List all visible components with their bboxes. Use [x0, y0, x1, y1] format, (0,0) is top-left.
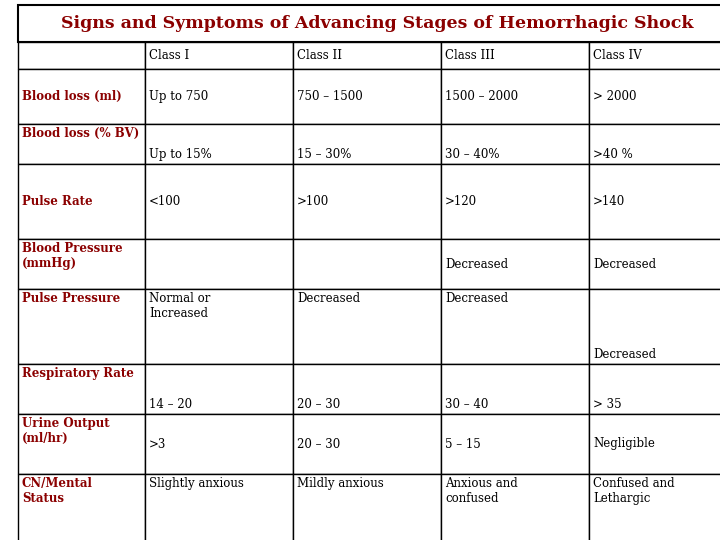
- Bar: [145, 42, 293, 69]
- Text: 15 – 30%: 15 – 30%: [297, 148, 351, 161]
- Text: > 35: > 35: [593, 398, 621, 411]
- Text: 750 – 1500: 750 – 1500: [297, 90, 363, 103]
- Text: 20 – 30: 20 – 30: [297, 437, 341, 450]
- Text: Slightly anxious: Slightly anxious: [149, 477, 244, 490]
- Bar: [589, 364, 720, 414]
- Text: Normal or
Increased: Normal or Increased: [149, 292, 210, 320]
- Text: Negligible: Negligible: [593, 437, 655, 450]
- Bar: [293, 69, 441, 124]
- Text: Decreased: Decreased: [297, 292, 360, 305]
- Text: Pulse Pressure: Pulse Pressure: [22, 292, 120, 305]
- Text: > 2000: > 2000: [593, 90, 636, 103]
- Bar: [145, 69, 293, 124]
- Text: Class IV: Class IV: [593, 49, 642, 62]
- Bar: [441, 289, 589, 364]
- Bar: [589, 474, 720, 540]
- Text: Class I: Class I: [149, 49, 189, 62]
- Bar: [18, 5, 720, 42]
- Text: Anxious and
confused: Anxious and confused: [445, 477, 518, 505]
- Text: >100: >100: [297, 195, 329, 208]
- Bar: [441, 42, 589, 69]
- Text: 1500 – 2000: 1500 – 2000: [445, 90, 518, 103]
- Text: Decreased: Decreased: [445, 258, 508, 271]
- Bar: [18, 239, 145, 289]
- Bar: [441, 164, 589, 239]
- Bar: [293, 289, 441, 364]
- Text: CN/Mental
Status: CN/Mental Status: [22, 477, 93, 505]
- Bar: [589, 239, 720, 289]
- Bar: [441, 124, 589, 164]
- Bar: [441, 414, 589, 474]
- Text: >40 %: >40 %: [593, 148, 633, 161]
- Bar: [293, 364, 441, 414]
- Text: Respiratory Rate: Respiratory Rate: [22, 367, 134, 380]
- Bar: [18, 69, 145, 124]
- Text: Up to 750: Up to 750: [149, 90, 208, 103]
- Text: 5 – 15: 5 – 15: [445, 437, 481, 450]
- Text: Class III: Class III: [445, 49, 495, 62]
- Text: <100: <100: [149, 195, 181, 208]
- Text: Decreased: Decreased: [445, 292, 508, 305]
- Text: Decreased: Decreased: [593, 258, 656, 271]
- Text: Mildly anxious: Mildly anxious: [297, 477, 384, 490]
- Bar: [589, 69, 720, 124]
- Text: 30 – 40: 30 – 40: [445, 398, 488, 411]
- Text: Urine Output
(ml/hr): Urine Output (ml/hr): [22, 417, 109, 445]
- Text: Pulse Rate: Pulse Rate: [22, 195, 93, 208]
- Bar: [18, 474, 145, 540]
- Text: Class II: Class II: [297, 49, 342, 62]
- Bar: [293, 474, 441, 540]
- Bar: [145, 364, 293, 414]
- Bar: [589, 124, 720, 164]
- Bar: [589, 164, 720, 239]
- Bar: [145, 414, 293, 474]
- Bar: [293, 42, 441, 69]
- Bar: [441, 239, 589, 289]
- Text: >3: >3: [149, 437, 166, 450]
- Bar: [441, 474, 589, 540]
- Bar: [441, 69, 589, 124]
- Text: Signs and Symptoms of Advancing Stages of Hemorrhagic Shock: Signs and Symptoms of Advancing Stages o…: [61, 15, 694, 32]
- Bar: [441, 364, 589, 414]
- Bar: [18, 289, 145, 364]
- Text: Blood loss (% BV): Blood loss (% BV): [22, 127, 139, 140]
- Text: 30 – 40%: 30 – 40%: [445, 148, 500, 161]
- Bar: [18, 414, 145, 474]
- Bar: [293, 239, 441, 289]
- Bar: [145, 164, 293, 239]
- Bar: [18, 124, 145, 164]
- Bar: [293, 124, 441, 164]
- Text: Blood loss (ml): Blood loss (ml): [22, 90, 122, 103]
- Text: Blood Pressure
(mmHg): Blood Pressure (mmHg): [22, 242, 122, 270]
- Bar: [145, 124, 293, 164]
- Bar: [18, 42, 145, 69]
- Bar: [293, 164, 441, 239]
- Bar: [589, 42, 720, 69]
- Bar: [145, 474, 293, 540]
- Bar: [18, 164, 145, 239]
- Bar: [589, 289, 720, 364]
- Bar: [589, 414, 720, 474]
- Bar: [145, 289, 293, 364]
- Bar: [18, 364, 145, 414]
- Text: Up to 15%: Up to 15%: [149, 148, 212, 161]
- Text: Confused and
Lethargic: Confused and Lethargic: [593, 477, 675, 505]
- Bar: [293, 414, 441, 474]
- Text: 20 – 30: 20 – 30: [297, 398, 341, 411]
- Bar: [145, 239, 293, 289]
- Text: 14 – 20: 14 – 20: [149, 398, 192, 411]
- Text: Decreased: Decreased: [593, 348, 656, 361]
- Text: >120: >120: [445, 195, 477, 208]
- Text: >140: >140: [593, 195, 625, 208]
